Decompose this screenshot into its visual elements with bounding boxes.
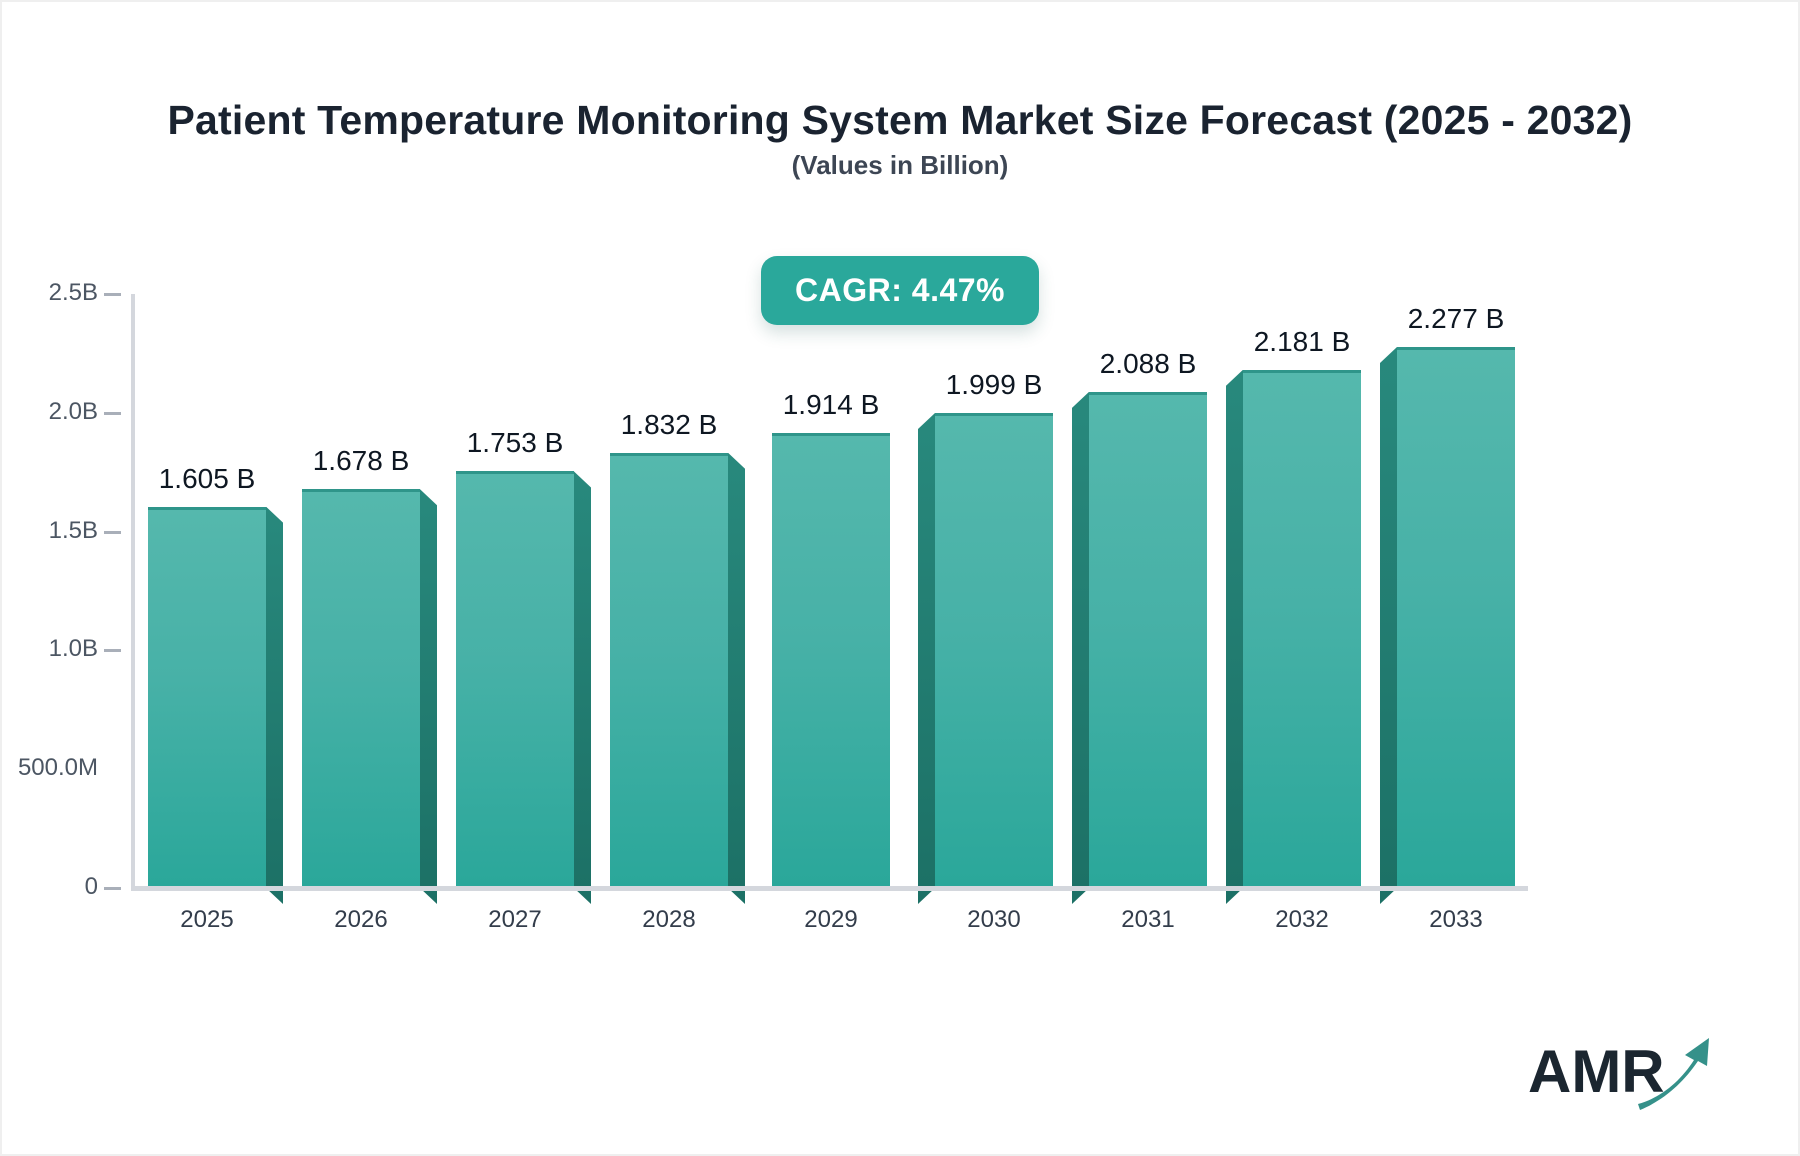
y-tick-mark: [104, 887, 121, 890]
bar-side-face: [420, 489, 437, 904]
x-axis-label: 2033: [1429, 906, 1483, 933]
bar-side-face: [728, 453, 745, 904]
bar-2025: [148, 506, 266, 888]
bar-2031: [1089, 391, 1207, 888]
x-axis-label: 2025: [180, 906, 234, 933]
y-tick-mark: [104, 649, 121, 653]
y-tick-label: 1.5B: [48, 516, 98, 544]
cagr-badge-label: CAGR: 4.47%: [795, 272, 1005, 308]
y-tick-mark: [104, 411, 121, 415]
amr-logo-arrow-icon: [1638, 1038, 1709, 1110]
x-axis-label: 2030: [967, 906, 1021, 933]
x-axis-label: 2031: [1121, 906, 1175, 933]
bar-value-label: 2.088 B: [1099, 347, 1197, 379]
bar-value-label: 2.181 B: [1253, 325, 1351, 357]
bar-value-label: 1.753 B: [466, 427, 564, 459]
bar-value-label: 1.678 B: [312, 445, 410, 477]
x-axis-label: 2026: [334, 906, 388, 933]
y-axis-line: [131, 294, 135, 891]
bar-2027: [456, 471, 574, 888]
x-axis-label: 2029: [804, 906, 858, 933]
bar-value-label: 1.914 B: [782, 389, 880, 421]
bar-2033: [1397, 346, 1515, 888]
amr-logo-text: AMR: [1528, 1038, 1665, 1105]
amr-logo: AMR: [1526, 1030, 1726, 1114]
bar-2030: [935, 413, 1053, 888]
bar-side-face: [574, 471, 591, 904]
y-tick-label: 500.0M: [17, 754, 98, 782]
bar-value-label: 1.605 B: [158, 462, 256, 494]
bar-side-face: [1072, 392, 1089, 904]
bar-2029: [772, 433, 890, 888]
y-tick-mark: [104, 293, 121, 296]
y-tick-label: 2.0B: [48, 397, 98, 425]
y-tick-label: 0: [84, 873, 98, 900]
bar-side-face: [918, 413, 935, 904]
y-tick-label: 2.5B: [48, 279, 98, 306]
bar-2032: [1243, 369, 1361, 888]
y-tick-mark: [104, 530, 121, 534]
bar-side-face: [1380, 347, 1397, 904]
bar-side-face: [266, 507, 283, 904]
cagr-badge: CAGR: 4.47%: [761, 256, 1039, 325]
x-axis-line: [131, 886, 1528, 891]
bar-2026: [302, 489, 420, 888]
bar-value-label: 1.999 B: [945, 369, 1043, 401]
bar-value-label: 1.832 B: [620, 408, 718, 440]
bar-value-label: 2.277 B: [1407, 302, 1505, 334]
bar-2028: [610, 452, 728, 888]
chart-subtitle: (Values in Billion): [791, 150, 1009, 180]
x-axis-label: 2027: [488, 906, 542, 933]
x-axis-label: 2028: [642, 906, 696, 933]
chart-title: Patient Temperature Monitoring System Ma…: [167, 97, 1633, 143]
amr-logo-graphic: AMR: [1528, 1038, 1709, 1110]
y-tick-label: 1.0B: [48, 635, 98, 663]
bar-side-face: [1226, 370, 1243, 904]
x-axis-label: 2032: [1275, 906, 1329, 933]
